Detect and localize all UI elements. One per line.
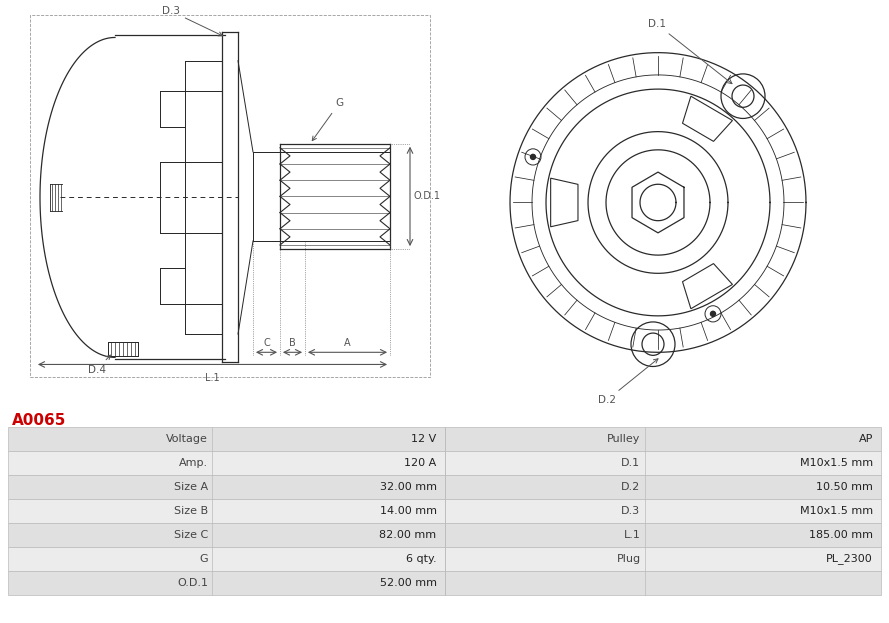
Text: D.1: D.1 [621, 458, 640, 468]
Text: C: C [263, 338, 270, 348]
Bar [444, 427, 881, 451]
Text: 6 qty.: 6 qty. [406, 554, 436, 564]
Text: D.3: D.3 [621, 506, 640, 516]
Bar [444, 523, 881, 547]
Bar [8, 475, 444, 499]
Text: D.3: D.3 [162, 6, 222, 36]
Text: D.1: D.1 [648, 19, 732, 83]
Text: 12 V: 12 V [412, 434, 436, 444]
Text: Amp.: Amp. [179, 458, 208, 468]
Bar [8, 547, 444, 571]
Text: B: B [289, 338, 296, 348]
Text: Size C: Size C [173, 530, 208, 540]
Text: G: G [312, 98, 343, 141]
Text: 14.00 mm: 14.00 mm [380, 506, 436, 516]
Text: A: A [344, 338, 351, 348]
Text: D.2: D.2 [621, 482, 640, 492]
Bar [8, 499, 444, 523]
Text: 52.00 mm: 52.00 mm [380, 578, 436, 588]
Text: 82.00 mm: 82.00 mm [380, 530, 436, 540]
Text: D.2: D.2 [598, 359, 658, 405]
Text: 185.00 mm: 185.00 mm [809, 530, 873, 540]
Circle shape [710, 312, 716, 316]
Text: Plug: Plug [616, 554, 640, 564]
Text: Size A: Size A [174, 482, 208, 492]
Text: 10.50 mm: 10.50 mm [816, 482, 873, 492]
Text: Pulley: Pulley [607, 434, 640, 444]
Text: O.D.1: O.D.1 [177, 578, 208, 588]
Bar [444, 499, 881, 523]
Text: M10x1.5 mm: M10x1.5 mm [800, 458, 873, 468]
Bar [30, 15, 430, 376]
Text: L.1: L.1 [205, 373, 220, 383]
Polygon shape [683, 96, 733, 141]
Text: 120 A: 120 A [404, 458, 436, 468]
Bar [8, 571, 444, 595]
Bar [8, 427, 444, 451]
Text: D.4: D.4 [88, 355, 110, 374]
Bar [8, 523, 444, 547]
Bar [8, 451, 444, 475]
Text: Size B: Size B [174, 506, 208, 516]
Bar [444, 451, 881, 475]
Polygon shape [683, 264, 733, 309]
Polygon shape [550, 178, 578, 227]
Text: A0065: A0065 [12, 413, 67, 428]
Text: L.1: L.1 [623, 530, 640, 540]
Text: O.D.1: O.D.1 [414, 191, 441, 201]
Text: AP: AP [859, 434, 873, 444]
Bar [444, 475, 881, 499]
Bar [444, 571, 881, 595]
Text: G: G [199, 554, 208, 564]
Text: Voltage: Voltage [166, 434, 208, 444]
Bar [444, 547, 881, 571]
Text: M10x1.5 mm: M10x1.5 mm [800, 506, 873, 516]
Circle shape [531, 155, 535, 159]
Text: PL_2300: PL_2300 [826, 553, 873, 564]
Text: 32.00 mm: 32.00 mm [380, 482, 436, 492]
